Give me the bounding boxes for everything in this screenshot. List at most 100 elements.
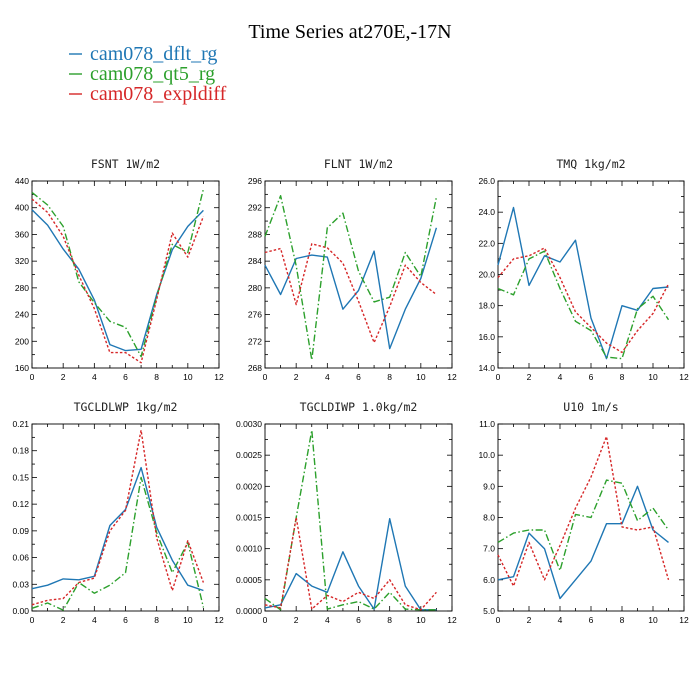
plot-frame xyxy=(497,180,685,369)
y-tick-label: 0.0010 xyxy=(236,544,262,554)
y-tick-label: 288 xyxy=(248,229,262,239)
series-line-cam078_expldiff xyxy=(31,429,205,606)
x-tick-label: 12 xyxy=(447,372,457,382)
x-tick-label: 6 xyxy=(356,372,361,382)
y-tick-label: 0.21 xyxy=(12,419,29,429)
x-tick-label: 6 xyxy=(589,615,594,625)
y-tick-label: 0.06 xyxy=(12,553,29,563)
legend: cam078_dflt_rgcam078_qt5_rgcam078_expldi… xyxy=(69,43,227,105)
panels: FSNT 1W/m20 2 4 6 8 10 12160200240280320360400… xyxy=(12,157,689,625)
y-tick-label: 200 xyxy=(15,336,29,346)
x-tick-label: 0 xyxy=(263,615,268,625)
y-tick-label: 400 xyxy=(15,203,29,213)
y-tick-label: 160 xyxy=(15,363,29,373)
plot-frame xyxy=(31,423,220,612)
series-line-cam078_qt5_rg xyxy=(31,476,205,611)
chart-panel: FSNT 1W/m2 0 2 4 6 8 10 12 160 200 240 280 320 360 400… xyxy=(15,157,224,382)
x-tick-label: 2 xyxy=(527,615,532,625)
panel-title: TGCLDIWP 1.0kg/m2 xyxy=(300,400,418,414)
y-tick-label: 440 xyxy=(15,176,29,186)
chart-panel: FLNT 1W/m2 0 2 4 6 8 10 12 268 272 276 280 284 288 292… xyxy=(248,157,457,382)
panel-title: FLNT 1W/m2 xyxy=(324,157,393,171)
x-tick-label: 8 xyxy=(387,372,392,382)
y-tick-label: 10.0 xyxy=(478,450,495,460)
y-tick-label: 22.0 xyxy=(478,238,495,248)
x-tick-label: 8 xyxy=(620,372,625,382)
x-tick-label: 8 xyxy=(387,615,392,625)
y-tick-label: 16.0 xyxy=(478,332,495,342)
y-tick-label: 8.0 xyxy=(483,513,495,523)
x-tick-label: 10 xyxy=(648,372,658,382)
legend-label: cam078_dflt_rg xyxy=(90,43,217,65)
x-tick-label: 12 xyxy=(679,372,689,382)
y-tick-label: 360 xyxy=(15,229,29,239)
x-tick-label: 2 xyxy=(294,372,299,382)
series-line-cam078_dflt_rg xyxy=(31,466,204,592)
chart-panel: TGCLDIWP 1.0kg/m2 0 2 4 6 8 10 12 0.0000 0.0005 0.… xyxy=(236,400,457,625)
x-tick-label: 6 xyxy=(589,372,594,382)
x-tick-label: 12 xyxy=(447,615,457,625)
y-tick-label: 18.0 xyxy=(478,301,495,311)
x-tick-label: 6 xyxy=(356,615,361,625)
series-line-cam078_dflt_rg xyxy=(497,485,669,600)
plot-frame xyxy=(264,423,453,612)
x-tick-label: 0 xyxy=(496,372,501,382)
series-line-cam078_qt5_rg xyxy=(264,194,438,361)
series-line-cam078_expldiff xyxy=(31,198,205,364)
series-line-cam078_qt5_rg xyxy=(264,429,437,611)
y-tick-label: 240 xyxy=(15,310,29,320)
series-line-cam078_qt5_rg xyxy=(497,479,670,572)
y-tick-label: 284 xyxy=(248,256,262,266)
panel-title: FSNT 1W/m2 xyxy=(91,157,160,171)
x-tick-label: 4 xyxy=(558,372,563,382)
y-tick-label: 0.0015 xyxy=(236,513,262,523)
y-tick-label: 5.0 xyxy=(483,606,495,616)
x-tick-label: 12 xyxy=(214,372,224,382)
series-line-cam078_expldiff xyxy=(264,516,437,611)
y-tick-label: 9.0 xyxy=(483,481,495,491)
x-tick-label: 0 xyxy=(30,372,35,382)
x-tick-label: 4 xyxy=(325,372,330,382)
figure-title: Time Series at270E,-17N xyxy=(248,21,451,43)
x-tick-label: 0 xyxy=(30,615,35,625)
legend-label: cam078_qt5_rg xyxy=(90,63,215,85)
x-tick-label: 0 xyxy=(263,372,268,382)
y-tick-label: 7.0 xyxy=(483,544,495,554)
x-tick-label: 4 xyxy=(325,615,330,625)
panel-title: TMQ 1kg/m2 xyxy=(556,157,625,171)
y-tick-label: 0.00 xyxy=(12,606,29,616)
y-tick-label: 14.0 xyxy=(478,363,495,373)
y-tick-label: 320 xyxy=(15,256,29,266)
y-tick-label: 280 xyxy=(15,283,29,293)
chart-panel: TGCLDLWP 1kg/m2 0 2 4 6 8 10 12 0.00 0.03 0.06 0.09… xyxy=(12,400,224,625)
y-tick-label: 0.0025 xyxy=(236,450,262,460)
y-tick-label: 0.15 xyxy=(12,472,29,482)
y-tick-label: 0.0000 xyxy=(236,606,262,616)
y-tick-label: 24.0 xyxy=(478,207,495,217)
y-tick-label: 296 xyxy=(248,176,262,186)
series-line-cam078_qt5_rg xyxy=(497,250,670,360)
y-tick-label: 272 xyxy=(248,336,262,346)
x-tick-label: 4 xyxy=(92,372,97,382)
x-tick-label: 2 xyxy=(61,372,66,382)
y-tick-label: 0.0020 xyxy=(236,481,262,491)
y-tick-label: 20.0 xyxy=(478,270,495,280)
series-line-cam078_expldiff xyxy=(497,435,670,587)
x-tick-label: 6 xyxy=(123,372,128,382)
x-tick-label: 10 xyxy=(416,615,426,625)
y-tick-label: 0.18 xyxy=(12,446,29,456)
x-tick-label: 2 xyxy=(294,615,299,625)
x-tick-label: 2 xyxy=(61,615,66,625)
x-tick-label: 4 xyxy=(92,615,97,625)
plot-frame xyxy=(31,180,220,369)
chart-panel: U10 1m/s 0 2 4 6 8 10 12 5.0 6.0 7.0 8.0 9.0 10.0 11.0 xyxy=(478,400,689,625)
panel-title: U10 1m/s xyxy=(563,400,618,414)
series-line-cam078_dflt_rg xyxy=(497,206,669,360)
y-tick-label: 0.0005 xyxy=(236,575,262,585)
series-line-cam078_qt5_rg xyxy=(31,188,205,358)
x-tick-label: 4 xyxy=(558,615,563,625)
x-tick-label: 12 xyxy=(679,615,689,625)
y-tick-label: 268 xyxy=(248,363,262,373)
x-tick-label: 8 xyxy=(154,615,159,625)
